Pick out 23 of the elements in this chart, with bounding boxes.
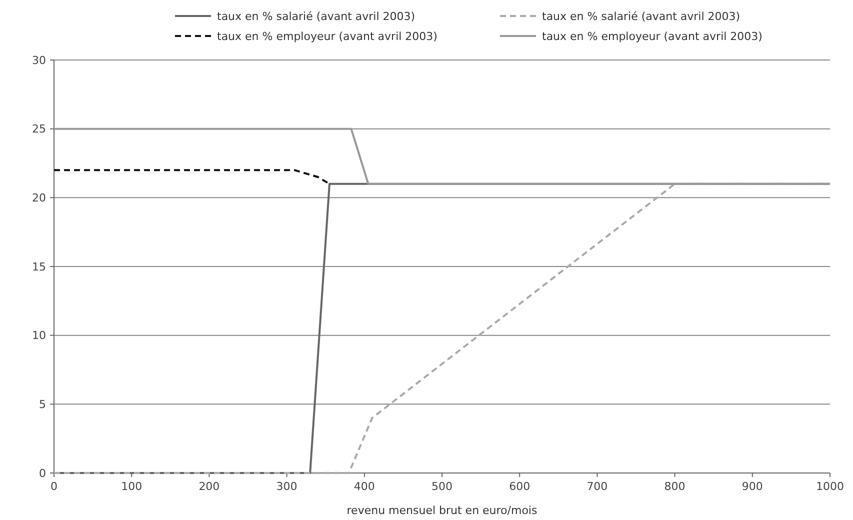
legend-label: taux en % employeur (avant avril 2003) (217, 30, 438, 43)
x-tick-label: 900 (742, 480, 763, 493)
legend-label: taux en % salarié (avant avril 2003) (217, 10, 416, 23)
x-tick-label: 700 (586, 480, 608, 493)
x-tick-label: 600 (509, 480, 530, 493)
x-axis-title: revenu mensuel brut en euro/mois (346, 504, 538, 517)
x-tick-label: 100 (121, 480, 142, 493)
x-tick-label: 1000 (816, 480, 844, 493)
legend-label: taux en % employeur (avant avril 2003) (542, 30, 762, 43)
x-tick-label: 400 (354, 480, 375, 493)
y-tick-label: 5 (39, 398, 46, 412)
x-tick-label: 500 (432, 480, 452, 493)
x-tick-label: 200 (198, 480, 220, 493)
y-tick-label: 15 (32, 260, 46, 274)
y-tick-label: 25 (32, 122, 46, 136)
x-tick-label: 0 (50, 480, 58, 493)
x-tick-label: 800 (664, 480, 686, 493)
x-tick-label: 300 (276, 480, 298, 493)
y-tick-label: 0 (39, 466, 46, 480)
legend-label: taux en % salarié (avant avril 2003) (542, 10, 740, 23)
y-tick-label: 20 (32, 192, 46, 205)
y-tick-label: 30 (32, 54, 46, 67)
y-tick-label: 10 (32, 329, 46, 342)
